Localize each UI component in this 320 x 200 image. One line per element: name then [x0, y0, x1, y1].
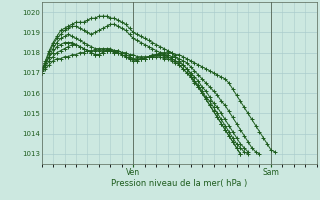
X-axis label: Pression niveau de la mer( hPa ): Pression niveau de la mer( hPa ): [111, 179, 247, 188]
